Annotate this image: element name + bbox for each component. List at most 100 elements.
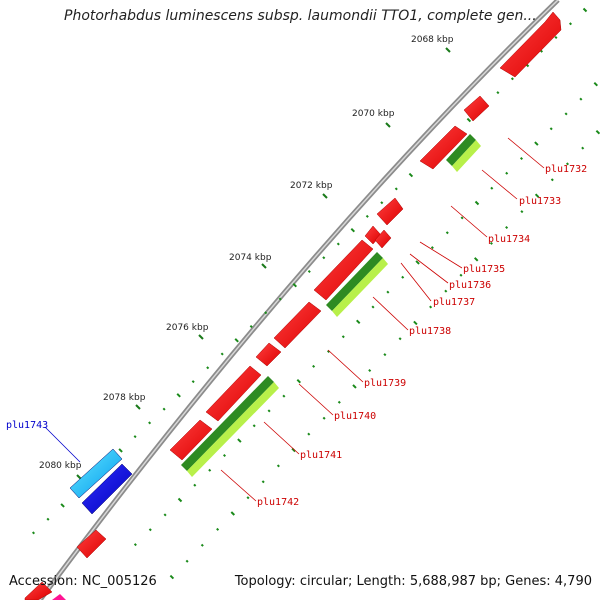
feature-bar-plu1733[interactable] xyxy=(446,134,476,166)
gene-label-plu1732[interactable]: plu1732 xyxy=(545,164,587,175)
gc-dot xyxy=(496,91,500,95)
gc-dot xyxy=(550,178,554,182)
gene-label-plu1742[interactable]: plu1742 xyxy=(257,497,299,508)
gc-dot xyxy=(466,117,472,123)
gene-arrow-plu1737[interactable] xyxy=(374,229,392,249)
gene-labels: plu1732 plu1733 plu1734 plu1735 plu1736 … xyxy=(6,164,587,508)
gene-label-plu1739[interactable]: plu1739 xyxy=(364,378,406,389)
tick-label-2076: 2076 kbp xyxy=(166,323,209,333)
gc-dot xyxy=(322,416,326,420)
gene-label-plu1733[interactable]: plu1733 xyxy=(519,196,561,207)
gc-dot xyxy=(568,22,573,26)
gc-dot xyxy=(394,187,398,191)
gc-dot xyxy=(519,156,524,161)
gc-dot xyxy=(307,269,311,274)
feature-bar-plu1738[interactable] xyxy=(326,252,383,311)
gene-label-plu1741[interactable]: plu1741 xyxy=(300,450,342,461)
gc-dot xyxy=(368,368,372,373)
gc-dot xyxy=(582,7,588,13)
feature-bar-plu1738-light[interactable] xyxy=(332,258,388,317)
gene-label-plu1740[interactable]: plu1740 xyxy=(334,411,376,422)
gene-arrow-plu1734[interactable] xyxy=(419,125,468,170)
gc-dot xyxy=(489,241,493,245)
gc-dot xyxy=(220,352,224,356)
gc-dot xyxy=(246,496,250,500)
gene-label-plu1735[interactable]: plu1735 xyxy=(463,264,505,275)
gc-dot xyxy=(177,497,183,503)
gc-dot xyxy=(352,384,357,389)
feature-bar-plu1741-light[interactable] xyxy=(187,382,279,477)
gene-label-plu1743[interactable]: plu1743 xyxy=(6,420,48,431)
genes-label: Genes: xyxy=(505,574,551,589)
tick-label-2078: 2078 kbp xyxy=(103,393,146,403)
gc-dot xyxy=(430,246,434,250)
gc-dot xyxy=(267,409,271,413)
gc-dot xyxy=(365,214,369,218)
gene-label-plu1734[interactable]: plu1734 xyxy=(488,234,530,245)
gc-dot xyxy=(445,231,449,235)
gc-dot xyxy=(460,216,464,220)
gene-arrow-plu1732[interactable] xyxy=(499,11,562,78)
accession-label: Accession: xyxy=(9,574,78,589)
gc-dot xyxy=(593,81,599,87)
length-value: 5,688,987 bp xyxy=(409,574,497,589)
gc-dot xyxy=(31,531,36,535)
gc-dot xyxy=(148,421,152,425)
gene-label-plu1737[interactable]: plu1737 xyxy=(433,297,475,308)
gc-dot xyxy=(408,172,414,178)
gc-dot xyxy=(413,320,418,326)
gc-dot xyxy=(444,289,448,293)
gc-dot xyxy=(510,77,514,81)
gene-label-plu1738[interactable]: plu1738 xyxy=(409,326,451,337)
gc-dot xyxy=(291,447,296,453)
gene-arrow-plu1740[interactable] xyxy=(255,342,282,367)
tick-label-2074: 2074 kbp xyxy=(229,253,272,263)
scale-tick-marks xyxy=(76,47,451,480)
gene-arrow-plu1735[interactable] xyxy=(376,197,404,226)
gc-dot xyxy=(474,200,480,206)
tick-label-2070: 2070 kbp xyxy=(352,109,395,119)
gc-dot xyxy=(169,574,175,580)
gc-dot xyxy=(292,282,298,288)
gc-dot xyxy=(208,468,212,472)
tick-label-2080: 2080 kbp xyxy=(39,461,82,471)
gene-arrow-plu1743-blue[interactable] xyxy=(81,463,133,515)
gc-dot xyxy=(148,528,152,532)
gc-dot xyxy=(398,337,402,341)
accession-info: Accession: NC_005126 xyxy=(9,574,157,589)
gene-arrow-plu1738[interactable] xyxy=(313,239,374,301)
gc-dot xyxy=(401,275,405,279)
gc-dot xyxy=(200,543,204,547)
gc-dot xyxy=(341,335,345,339)
cds-forward-strand xyxy=(24,11,562,600)
accession-value: NC_005126 xyxy=(81,574,157,589)
gc-dot xyxy=(336,242,340,246)
gc-dot xyxy=(133,435,137,439)
gc-dot xyxy=(118,448,123,453)
gc-dot xyxy=(191,380,195,384)
gc-dot xyxy=(60,503,65,508)
map-title: Photorhabdus luminescens subsp. laumondi… xyxy=(64,8,537,24)
gc-dot xyxy=(505,225,509,230)
gene-arrow-plu1739[interactable] xyxy=(273,301,322,349)
feature-bars-green xyxy=(181,134,481,477)
tick-label-2072: 2072 kbp xyxy=(290,181,333,191)
gc-dot xyxy=(230,511,236,516)
gene-arrow-plu1741[interactable] xyxy=(205,365,262,422)
gene-arrow-plu1733[interactable] xyxy=(463,95,490,122)
gc-dot xyxy=(554,35,558,40)
gene-arrow-plu1743-cyan[interactable] xyxy=(69,448,123,499)
gene-label-plu1736[interactable]: plu1736 xyxy=(449,280,491,291)
feature-bar-plu1741[interactable] xyxy=(181,376,274,471)
feature-bar-plu1733-light[interactable] xyxy=(452,140,481,172)
gene-arrow-magenta[interactable] xyxy=(52,594,66,600)
length-label: Length: xyxy=(356,574,406,589)
gene-arrow-plu1742[interactable] xyxy=(169,419,213,461)
gc-dot xyxy=(193,483,197,487)
gc-dot xyxy=(296,378,302,384)
gene-arrow-bottom-1[interactable] xyxy=(76,529,107,559)
gc-dot xyxy=(163,513,167,517)
gc-dot xyxy=(307,432,311,436)
gc-dot xyxy=(429,305,433,309)
